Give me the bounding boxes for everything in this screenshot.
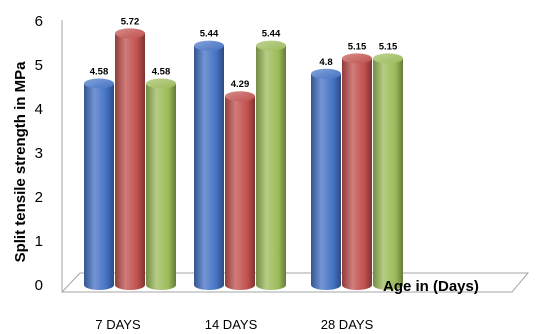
- bar: [373, 53, 403, 291]
- bar-body: [256, 45, 286, 290]
- y-tick-label: 0: [35, 277, 43, 294]
- data-label: 5.44: [200, 29, 219, 40]
- bar-cap: [146, 78, 176, 89]
- data-label: 4.58: [152, 66, 171, 77]
- chart-floor: [60, 272, 530, 293]
- bar: [311, 68, 341, 290]
- bar-body: [342, 58, 372, 291]
- bar-cap: [311, 68, 341, 79]
- x-category-label: 28 DAYS: [321, 317, 374, 332]
- data-label: 5.15: [348, 41, 367, 52]
- data-label: 5.44: [262, 29, 281, 40]
- y-axis: 0 1 2 3 4 5 6: [35, 13, 63, 294]
- bar: [342, 53, 372, 291]
- y-tick-label: 2: [35, 189, 43, 206]
- y-tick-label: 5: [35, 57, 43, 74]
- y-tick-label: 4: [35, 101, 43, 118]
- data-label: 5.72: [121, 16, 140, 27]
- data-label: 5.15: [379, 41, 398, 52]
- bar-cap: [225, 91, 255, 102]
- x-axis-title: Age in (Days): [383, 278, 479, 295]
- x-category-label: 14 DAYS: [205, 317, 258, 332]
- bars: [84, 28, 403, 291]
- bar-cap: [84, 78, 114, 89]
- bar: [146, 78, 176, 290]
- x-category-label: 7 DAYS: [95, 317, 141, 332]
- bar-body: [194, 45, 224, 290]
- bar-cap: [194, 40, 224, 51]
- bar: [256, 40, 286, 290]
- data-label: 4.29: [231, 79, 250, 90]
- bar-cap: [115, 28, 145, 39]
- data-label: 4.8: [319, 57, 332, 68]
- y-tick-label: 6: [35, 13, 43, 30]
- bar-cap: [256, 40, 286, 51]
- bar: [194, 40, 224, 290]
- x-axis-categories: 7 DAYS 14 DAYS 28 DAYS: [95, 317, 373, 332]
- floor-plane: [60, 272, 530, 293]
- data-labels: 4.58 5.72 4.58 5.44 4.29 5.44 4.8 5.15 5.15: [90, 16, 398, 90]
- bar-body: [311, 73, 341, 290]
- y-tick-label: 3: [35, 145, 43, 162]
- bar-body: [373, 58, 403, 291]
- bar-cap: [373, 53, 403, 64]
- y-tick-label: 1: [35, 233, 43, 250]
- bar: [84, 78, 114, 290]
- data-label: 4.58: [90, 66, 109, 77]
- bar-body: [115, 33, 145, 290]
- y-axis-title: Split tensile strength in MPa: [12, 61, 29, 263]
- bar-cap: [342, 53, 372, 64]
- bar-body: [225, 96, 255, 290]
- bar: [115, 28, 145, 290]
- bar: [225, 91, 255, 290]
- bar-body: [84, 83, 114, 290]
- bar-body: [146, 83, 176, 290]
